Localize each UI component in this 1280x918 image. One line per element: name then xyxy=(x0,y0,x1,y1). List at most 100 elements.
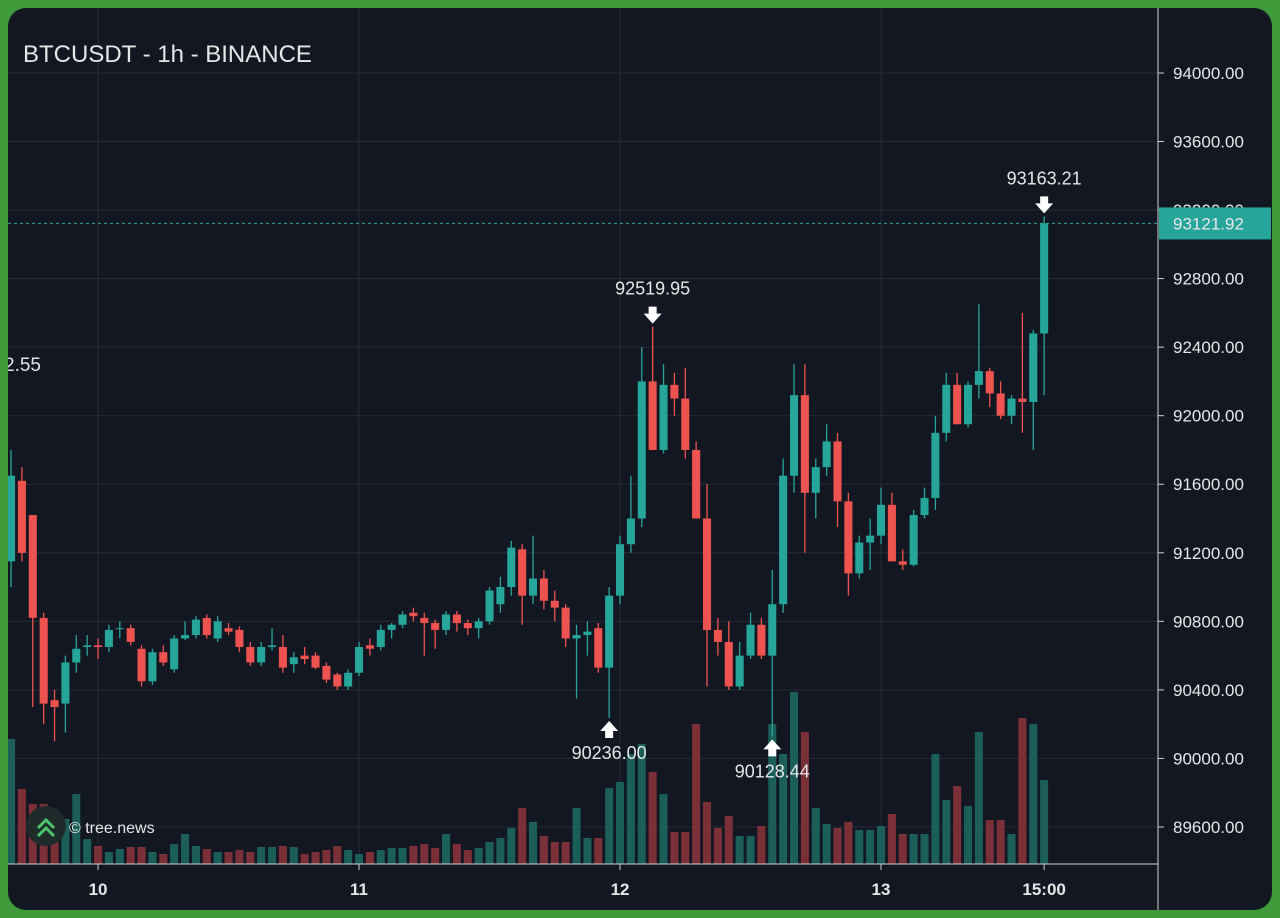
candle-body xyxy=(811,467,820,493)
volume-bar xyxy=(365,852,374,864)
volume-bar xyxy=(953,786,962,864)
volume-bar xyxy=(583,838,592,864)
candle-body xyxy=(855,542,864,574)
candle-body xyxy=(735,655,744,687)
candle-body xyxy=(72,648,81,663)
candle-body xyxy=(539,578,548,601)
volume-bar xyxy=(300,854,309,864)
volume-bar xyxy=(289,847,298,864)
volume-bar xyxy=(268,847,277,864)
volume-bar xyxy=(757,826,766,864)
volume-bar xyxy=(159,854,168,864)
volume-bar xyxy=(692,724,701,864)
volume-bar xyxy=(648,772,657,864)
y-tick-label: 91200.00 xyxy=(1173,544,1244,563)
volume-bar xyxy=(887,814,896,864)
volume-bar xyxy=(996,820,1005,864)
volume-bar xyxy=(713,828,722,864)
candle-body xyxy=(94,645,103,648)
candle-body xyxy=(1007,398,1016,416)
annotation-arrow xyxy=(763,739,782,757)
candle-body xyxy=(224,628,233,632)
volume-bar xyxy=(974,732,983,864)
volume-bar xyxy=(104,852,113,864)
annotation-label: 90236.00 xyxy=(572,743,647,763)
candle-body xyxy=(202,617,211,636)
y-tick-label: 89600.00 xyxy=(1173,818,1244,837)
candle-body xyxy=(181,635,190,639)
candle-body xyxy=(278,647,287,668)
candle-body xyxy=(137,648,146,682)
volume-bar xyxy=(833,828,842,864)
volume-bar xyxy=(800,732,809,864)
volume-bar xyxy=(387,848,396,864)
candle-body xyxy=(39,617,48,704)
candle-body xyxy=(866,535,875,543)
volume-bar xyxy=(496,838,505,864)
candle-body xyxy=(452,614,461,624)
candle-body xyxy=(572,635,581,639)
y-tick-label: 90800.00 xyxy=(1173,612,1244,631)
volume-bar xyxy=(898,834,907,864)
volume-bar xyxy=(724,816,733,864)
chart-title: BTCUSDT - 1h - BINANCE xyxy=(23,41,312,68)
candle-body xyxy=(344,672,353,687)
volume-bar xyxy=(1007,834,1016,864)
candle-body xyxy=(365,645,374,649)
volume-bar xyxy=(1018,718,1027,864)
volume-bar xyxy=(963,806,973,864)
candle-body xyxy=(115,628,124,630)
volume-bar xyxy=(507,828,516,864)
candle-body xyxy=(148,652,157,682)
chart-frame: 92519.95 90236.00 90128.44 93163.21 BTCUSDT… xyxy=(8,8,1272,910)
volume-bar xyxy=(181,834,190,864)
volume-bar xyxy=(61,819,70,864)
volume-bar xyxy=(355,854,364,864)
volume-bar xyxy=(779,754,788,864)
candle-body xyxy=(1040,223,1049,334)
volume-bar xyxy=(866,830,875,864)
volume-bar xyxy=(94,846,103,864)
candle-body xyxy=(126,628,135,642)
candle-body xyxy=(355,647,364,673)
volume-bar xyxy=(844,822,853,864)
volume-bar xyxy=(529,822,538,864)
volume-bar xyxy=(191,846,200,864)
candle-body xyxy=(518,549,527,596)
volume-bar xyxy=(235,850,244,864)
y-tick-label: 90400.00 xyxy=(1173,681,1244,700)
volume-bar xyxy=(1040,780,1049,864)
volume-bar xyxy=(942,800,951,864)
volume-bar xyxy=(931,754,940,864)
volume-bar xyxy=(83,839,92,864)
candle-body xyxy=(822,441,831,468)
volume-bar xyxy=(17,789,26,864)
candle-body xyxy=(768,604,777,656)
candle-body xyxy=(431,623,440,630)
volume-bar xyxy=(137,847,146,864)
volume-bar xyxy=(572,808,581,864)
candle-body xyxy=(550,600,559,608)
candle-body xyxy=(648,381,657,450)
candle-body xyxy=(104,629,113,648)
overlay-layer: 92519.95 90236.00 90128.44 93163.21 xyxy=(8,168,1158,781)
candle-body xyxy=(333,674,342,687)
volume-bar xyxy=(8,739,16,864)
candle-body xyxy=(213,621,222,639)
last-price-label: 93121.92 xyxy=(1173,214,1244,233)
candle-body xyxy=(246,647,255,663)
volume-bar xyxy=(420,844,429,864)
x-tick-label: 13 xyxy=(872,880,891,899)
candle-body xyxy=(409,612,418,617)
candle-body xyxy=(746,624,755,656)
volume-bar xyxy=(518,808,527,864)
candle-body xyxy=(779,475,788,605)
candle-body xyxy=(561,607,570,639)
candle-body xyxy=(50,700,59,708)
volume-bar xyxy=(246,852,255,864)
x-tick-label: 12 xyxy=(611,880,630,899)
volume-bar xyxy=(876,826,886,864)
volume-bar xyxy=(659,794,668,864)
candle-body xyxy=(713,629,722,642)
candle-body xyxy=(311,655,320,668)
